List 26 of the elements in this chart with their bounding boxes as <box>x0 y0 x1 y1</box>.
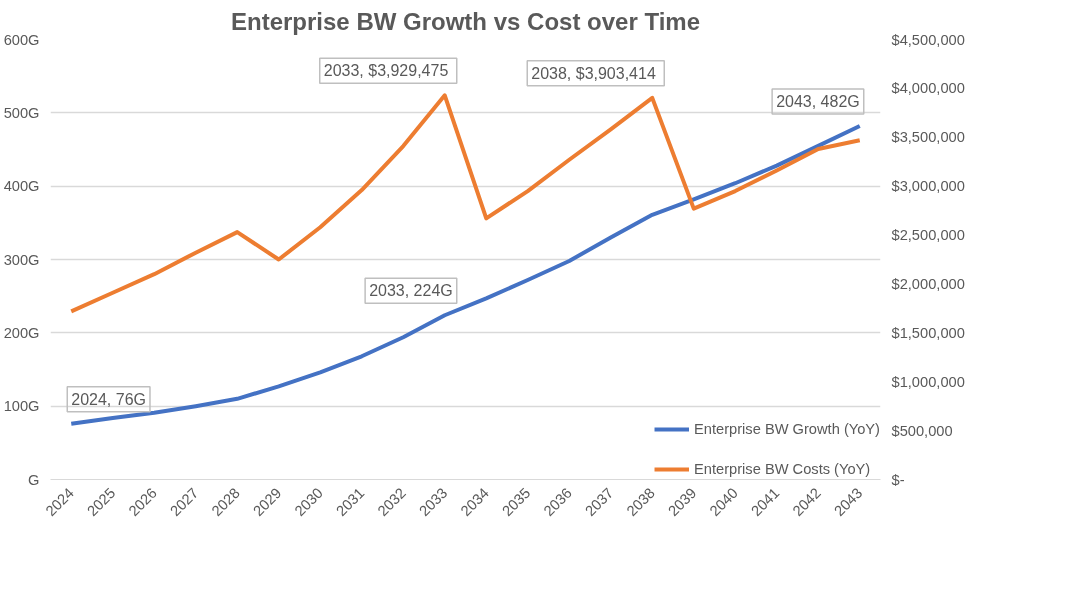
y2-tick-label: $2,000,000 <box>891 275 965 292</box>
y-tick-label: G <box>28 471 40 488</box>
legend-label: Enterprise BW Growth (YoY) <box>694 421 880 437</box>
y-tick-label: 400G <box>3 178 40 195</box>
y-tick-label: 300G <box>3 251 40 268</box>
y-tick-label: 500G <box>3 104 40 121</box>
data-label: 2033, 224G <box>369 282 453 300</box>
y2-tick-label: $3,000,000 <box>891 178 965 195</box>
y2-tick-label: $1,000,000 <box>891 373 965 390</box>
data-label: 2033, $3,929,475 <box>323 62 449 80</box>
y2-tick-label: $3,500,000 <box>891 129 965 146</box>
legend-label: Enterprise BW Costs (YoY) <box>694 461 871 477</box>
y2-tick-label: $500,000 <box>891 422 953 439</box>
y2-tick-label: $2,500,000 <box>891 227 965 244</box>
y-tick-label: 600G <box>3 31 40 48</box>
chart-title: Enterprise BW Growth vs Cost over Time <box>231 7 700 35</box>
y-tick-label: 100G <box>3 398 40 415</box>
data-label: 2038, $3,903,414 <box>531 64 656 82</box>
y2-tick-label: $4,000,000 <box>891 80 965 97</box>
y-tick-label: 200G <box>3 324 40 341</box>
line-series <box>69 93 862 314</box>
y2-tick-label: $- <box>891 471 905 488</box>
y2-tick-label: $1,500,000 <box>891 324 965 341</box>
y2-tick-label: $4,500,000 <box>891 31 965 48</box>
data-label: 2024, 76G <box>71 390 146 408</box>
data-label: 2043, 482G <box>776 93 860 111</box>
